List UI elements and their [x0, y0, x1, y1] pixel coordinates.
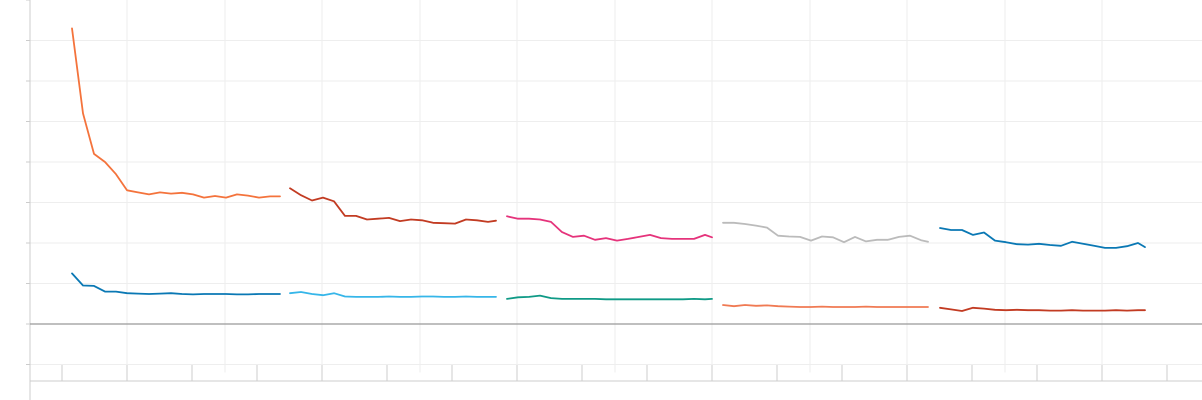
- series-line-5: [506, 215, 713, 242]
- series-layer: [71, 27, 1146, 312]
- series-line-8: [722, 304, 929, 308]
- series-line-7: [722, 221, 929, 244]
- series-line-4: [289, 291, 497, 298]
- series-line-2: [71, 272, 281, 296]
- grid-layer: [29, 0, 1202, 373]
- series-line-6: [506, 294, 713, 301]
- series-line-10: [939, 306, 1146, 312]
- axis-layer: [26, 0, 1202, 400]
- series-line-3: [289, 187, 497, 225]
- series-line-1: [71, 27, 281, 199]
- series-line-9: [939, 227, 1146, 249]
